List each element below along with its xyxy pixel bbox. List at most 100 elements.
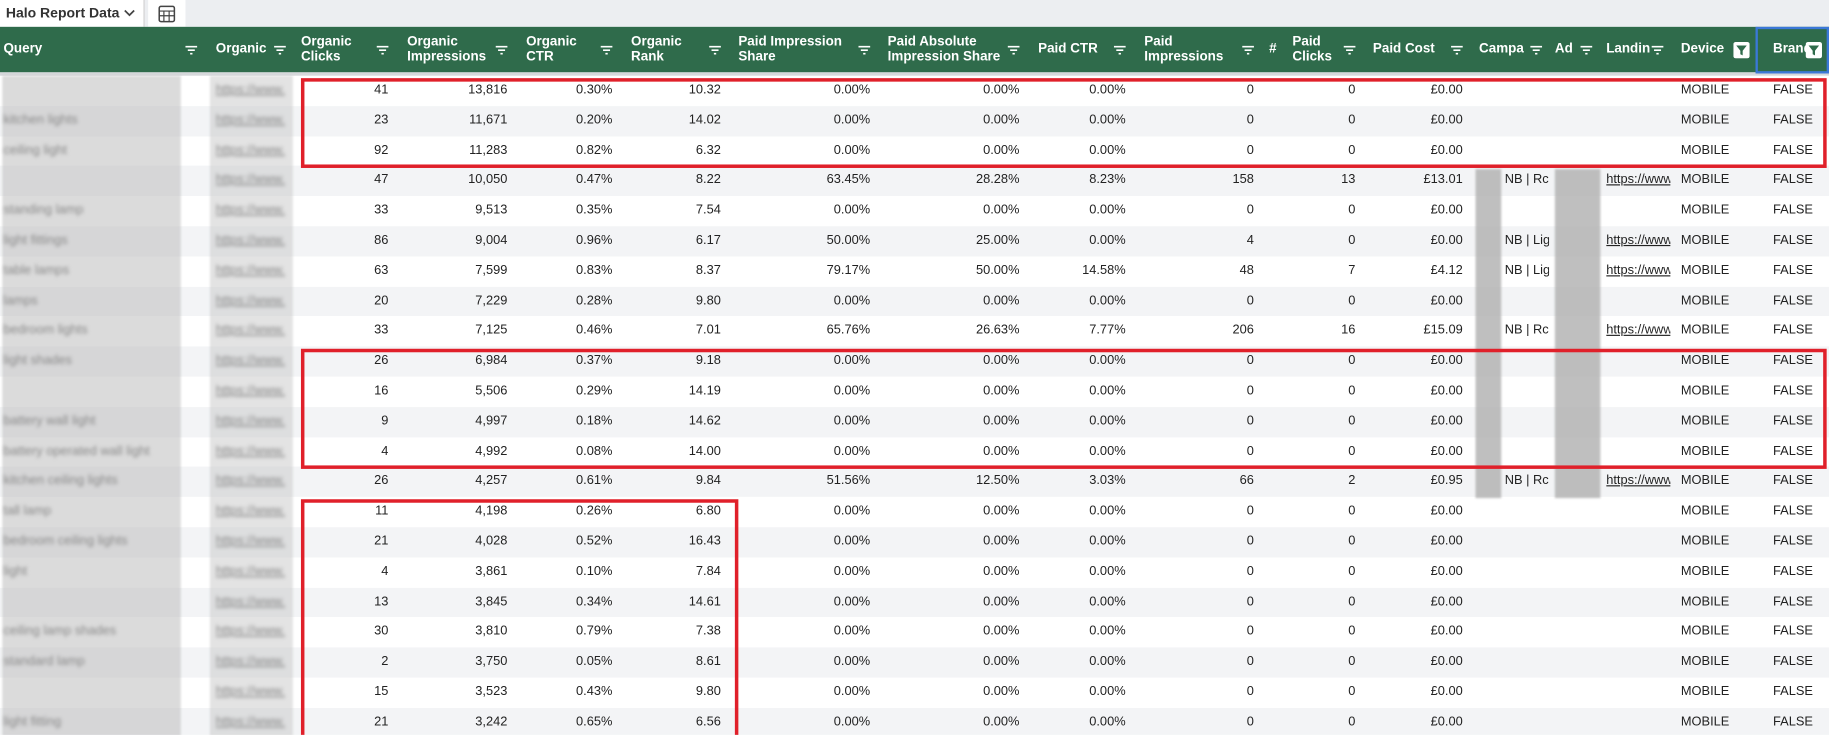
cell: 0 (1246, 564, 1254, 579)
cell: 0.65% (575, 714, 613, 729)
filter-button[interactable] (1240, 42, 1256, 58)
table-row (0, 587, 1829, 618)
filter-button[interactable] (856, 42, 872, 58)
organic-url-cell: https://www. (215, 263, 285, 278)
organic-url-cell: https://www. (215, 203, 285, 218)
cell: FALSE (1773, 654, 1813, 669)
table-row (0, 617, 1829, 648)
column-header: Paid Cost (1372, 41, 1435, 56)
filter-button[interactable] (707, 42, 723, 58)
filter-button[interactable] (272, 42, 288, 58)
table-row (0, 196, 1829, 227)
filter-button[interactable] (374, 42, 390, 58)
cell: 3,750 (475, 654, 508, 669)
table-row (0, 557, 1829, 588)
organic-url-cell: https://www. (215, 684, 285, 699)
cell: 7 (1348, 263, 1356, 278)
cell: 0.00% (1089, 293, 1126, 308)
cell: 16.43 (688, 534, 721, 549)
cell: 14.61 (688, 594, 721, 609)
cell: £0.00 (1430, 714, 1463, 729)
cell: 0 (1246, 504, 1254, 519)
blurred-query-column (2, 75, 181, 735)
filter-button[interactable] (1341, 42, 1357, 58)
cell: 0.00% (833, 624, 871, 639)
cell: MOBILE (1680, 624, 1730, 639)
cell: 0 (1348, 293, 1356, 308)
column-type-icon: # (1269, 41, 1277, 56)
cell: 13 (1341, 173, 1356, 188)
cell: 47 (374, 173, 389, 188)
active-filter-button[interactable] (1805, 41, 1822, 59)
organic-url-cell: https://www. (215, 233, 285, 248)
cell: 0.00% (833, 564, 871, 579)
column-header: Paid CTR (1038, 41, 1098, 56)
filter-button[interactable] (1112, 42, 1128, 58)
cell: 0 (1348, 353, 1356, 368)
cell: 0.34% (575, 594, 613, 609)
active-filter-button[interactable] (1733, 41, 1750, 59)
cell: MOBILE (1680, 504, 1730, 519)
cell: 0.00% (1089, 443, 1126, 458)
cell: 33 (374, 323, 389, 338)
cell: 0.00% (833, 353, 871, 368)
cell: 7.38 (695, 624, 721, 639)
cell: MOBILE (1680, 112, 1730, 127)
cell: 26 (374, 353, 389, 368)
cell: 0.00% (1089, 353, 1126, 368)
cell: 3.03% (1089, 474, 1126, 489)
cell: 0.00% (983, 203, 1020, 218)
cell: 0.08% (575, 443, 613, 458)
column-header: Landin (1606, 41, 1651, 56)
column-header: Paid Impression Share (738, 34, 842, 64)
cell: 0.00% (833, 82, 871, 97)
column-header: Organic Impressions (407, 34, 487, 64)
cell: 0 (1246, 203, 1254, 218)
cell: FALSE (1773, 714, 1813, 729)
filter-button[interactable] (1005, 42, 1021, 58)
blurred-campaign-block (1475, 169, 1502, 499)
filter-button[interactable] (493, 42, 509, 58)
cell: 0.79% (575, 624, 613, 639)
filter-button[interactable] (1449, 42, 1465, 58)
cell: FALSE (1773, 233, 1813, 248)
cell: 0.00% (1089, 564, 1126, 579)
query-cell: ceiling lamp shades (3, 624, 117, 639)
organic-url-cell: https://www. (215, 82, 285, 97)
cell: 86 (374, 233, 389, 248)
cell: 63.45% (826, 173, 871, 188)
cell: MOBILE (1680, 142, 1730, 157)
landing-url-cell: https://www (1606, 233, 1671, 248)
organic-url-cell: https://www. (215, 654, 285, 669)
cell: 4 (381, 564, 389, 579)
cell: 0.20% (575, 112, 613, 127)
cell: £0.00 (1430, 383, 1463, 398)
filter-button[interactable] (598, 42, 614, 58)
sheet-tab[interactable]: Halo Report Data (0, 0, 145, 27)
filter-button[interactable] (1578, 42, 1594, 58)
filter-button[interactable] (1528, 42, 1544, 58)
cell: 8.61 (695, 654, 721, 669)
cell: 0.00% (983, 82, 1020, 97)
column-header: Campa (1479, 41, 1524, 56)
query-cell: light (3, 564, 28, 579)
cell: 9 (381, 413, 389, 428)
cell: MOBILE (1680, 353, 1730, 368)
cell: 0.00% (983, 624, 1020, 639)
query-cell: standing lamp (3, 203, 84, 218)
filter-button[interactable] (1649, 42, 1665, 58)
query-cell: battery wall light (3, 413, 96, 428)
cell: MOBILE (1680, 684, 1730, 699)
cell: £0.00 (1430, 564, 1463, 579)
filter-button[interactable] (183, 42, 199, 58)
cell: 6.56 (695, 714, 721, 729)
cell: 4,992 (475, 443, 508, 458)
cell: 21 (374, 534, 389, 549)
cell: 0.00% (833, 203, 871, 218)
organic-url-cell: https://www. (215, 504, 285, 519)
add-sheet-button[interactable] (148, 0, 186, 27)
column-header: Organic (215, 41, 267, 56)
cell: 0.26% (575, 504, 613, 519)
cell: 0.00% (983, 142, 1020, 157)
cell: 6.80 (695, 504, 721, 519)
